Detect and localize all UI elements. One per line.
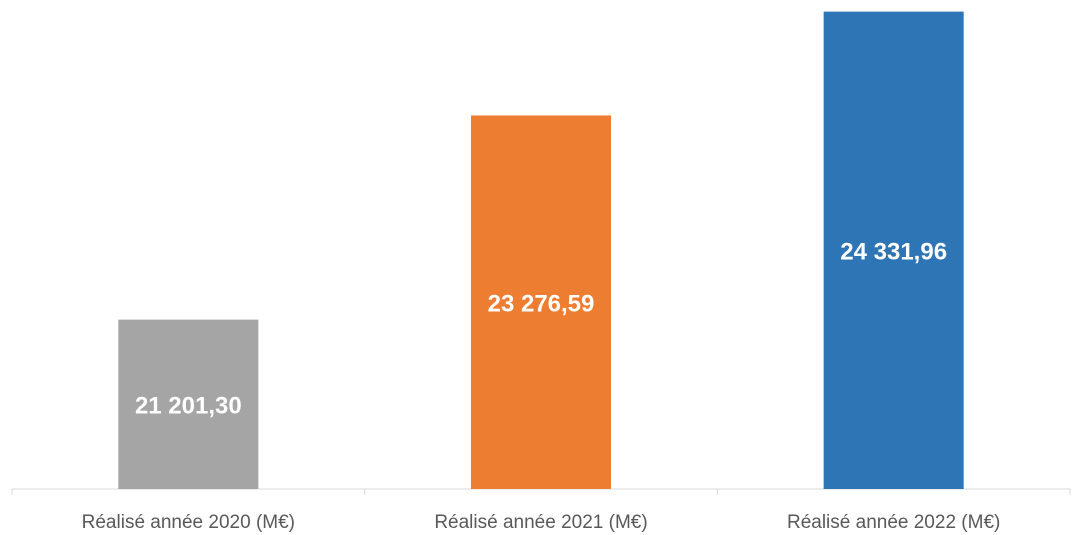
data-label: 23 276,59 xyxy=(488,291,595,318)
x-tick-label: Réalisé année 2021 (M€) xyxy=(434,512,647,533)
x-tick-label: Réalisé année 2022 (M€) xyxy=(787,512,1000,533)
data-label: 21 201,30 xyxy=(135,393,242,420)
bar xyxy=(471,115,611,489)
data-label: 24 331,96 xyxy=(840,239,947,266)
x-tick-label: Réalisé année 2020 (M€) xyxy=(82,512,295,533)
bar xyxy=(118,319,259,489)
bar xyxy=(823,11,964,490)
